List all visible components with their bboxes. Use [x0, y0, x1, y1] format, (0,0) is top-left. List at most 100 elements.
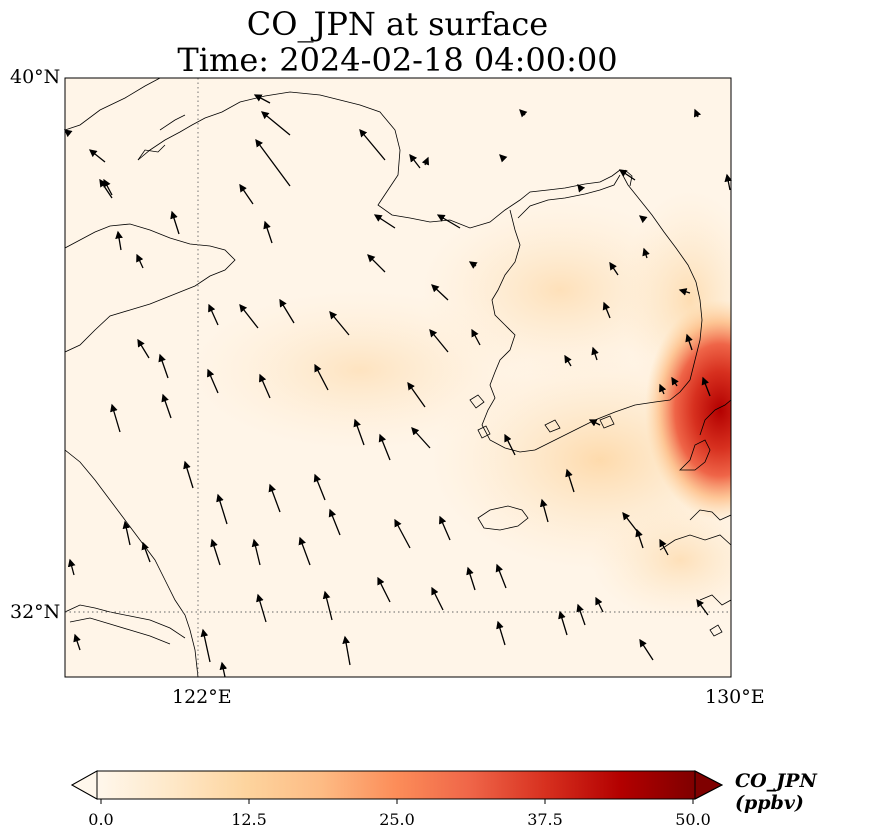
wind-arrow [671, 376, 679, 387]
gridlines [65, 78, 731, 677]
wind-arrow [409, 153, 421, 169]
map-frame [64, 77, 732, 678]
map-title-time: Time: 2024-02-18 04:00:00 [177, 41, 618, 79]
colorbar-tick: 12.5 [231, 810, 267, 829]
wind-arrow [158, 353, 169, 379]
wind-arrow [216, 493, 228, 525]
wind-arrow [431, 284, 449, 301]
wind-arrow [161, 393, 172, 419]
wind-arrow [99, 178, 113, 199]
wind-arrow [678, 288, 691, 296]
wind-arrow [618, 169, 636, 181]
wind-arrow [259, 373, 271, 399]
wind-arrow [359, 129, 386, 161]
wind-arrow [588, 419, 601, 427]
wind-arrow [496, 620, 506, 646]
wind-arrow [342, 635, 351, 666]
wind-arrow [429, 328, 449, 353]
wind-arrow [499, 154, 508, 163]
wind-arrow [471, 328, 481, 346]
wind-arrow [268, 483, 281, 513]
wind-arrow [253, 94, 271, 104]
colorbar-tick: 25.0 [379, 810, 415, 829]
wind-arrow [565, 468, 575, 493]
wind-arrow [208, 303, 219, 326]
wind-arrow [219, 661, 228, 678]
coastlines [65, 78, 731, 677]
colorbar-label: CO_JPN (ppbv) [735, 770, 817, 814]
wind-arrow [207, 368, 219, 394]
wind-arrow [495, 563, 507, 589]
wind-arrow [468, 261, 478, 269]
wind-arrow [519, 109, 528, 118]
wind-arrow [210, 538, 221, 566]
lon-label-130E: 130°E [705, 686, 765, 708]
wind-arrow [141, 541, 151, 563]
wind-arrow [313, 473, 326, 501]
wind-arrow [256, 593, 267, 623]
wind-arrow [329, 310, 350, 336]
wind-arrow [504, 433, 516, 456]
wind-arrow [73, 633, 81, 651]
wind-arrow [701, 376, 711, 397]
wind-arrow [724, 173, 733, 191]
wind-arrow [642, 247, 650, 259]
wind-arrow [638, 215, 648, 224]
wind-arrow [595, 596, 604, 613]
wind-arrow [696, 598, 709, 616]
colorbar-tick: 0.0 [88, 810, 114, 829]
wind-arrow [377, 576, 391, 603]
wind-arrow [421, 156, 430, 166]
wind-arrow [239, 183, 254, 205]
wind-arrow [136, 253, 144, 269]
colorbar-tick: 50.0 [675, 810, 711, 829]
wind-arrow [183, 460, 194, 489]
wind-arrow [539, 498, 549, 523]
wind-arrow [260, 111, 291, 136]
wind-arrow [576, 603, 586, 626]
wind-vectors [63, 94, 733, 678]
wind-arrow [298, 536, 311, 566]
wind-arrow [659, 538, 669, 556]
wind-arrow [110, 403, 121, 433]
wind-arrow [367, 254, 386, 273]
colorbar-tick: 37.5 [527, 810, 563, 829]
wind-arrow [602, 301, 611, 319]
wind-arrow [170, 210, 180, 235]
wind-arrow [255, 138, 291, 187]
wind-arrow [685, 333, 693, 351]
wind-arrow [439, 515, 451, 541]
map-title-variable: CO_JPN at surface [246, 5, 549, 43]
wind-arrow [558, 610, 568, 636]
wind-arrow [407, 381, 426, 408]
wind-arrow [263, 220, 273, 244]
lon-label-122E: 122°E [172, 686, 232, 708]
wind-arrow [431, 586, 444, 611]
wind-arrow [67, 558, 76, 576]
wind-arrow [137, 338, 150, 359]
wind-arrow [564, 354, 572, 367]
wind-arrow [378, 433, 391, 461]
wind-arrow [328, 508, 341, 536]
wind-arrow [635, 528, 644, 549]
wind-arrow [591, 346, 599, 361]
wind-arrow [115, 230, 123, 251]
wind-arrow [322, 590, 333, 621]
wind-arrow [314, 363, 329, 391]
wind-arrow [200, 628, 211, 663]
lat-label-32N: 32°N [10, 601, 61, 623]
colorbar-max-extend [694, 770, 724, 800]
wind-arrow [466, 566, 476, 591]
wind-arrow [122, 520, 131, 546]
wind-arrow [436, 214, 461, 229]
wind-arrow [639, 638, 654, 661]
wind-arrow [373, 214, 396, 229]
colorbar-gradient [97, 771, 695, 799]
colorbar-min-extend [70, 770, 98, 800]
wind-arrow [63, 129, 73, 138]
colorbar [70, 770, 724, 804]
concentration-field [65, 78, 731, 677]
wind-arrow [411, 427, 431, 449]
wind-arrow [577, 183, 586, 193]
